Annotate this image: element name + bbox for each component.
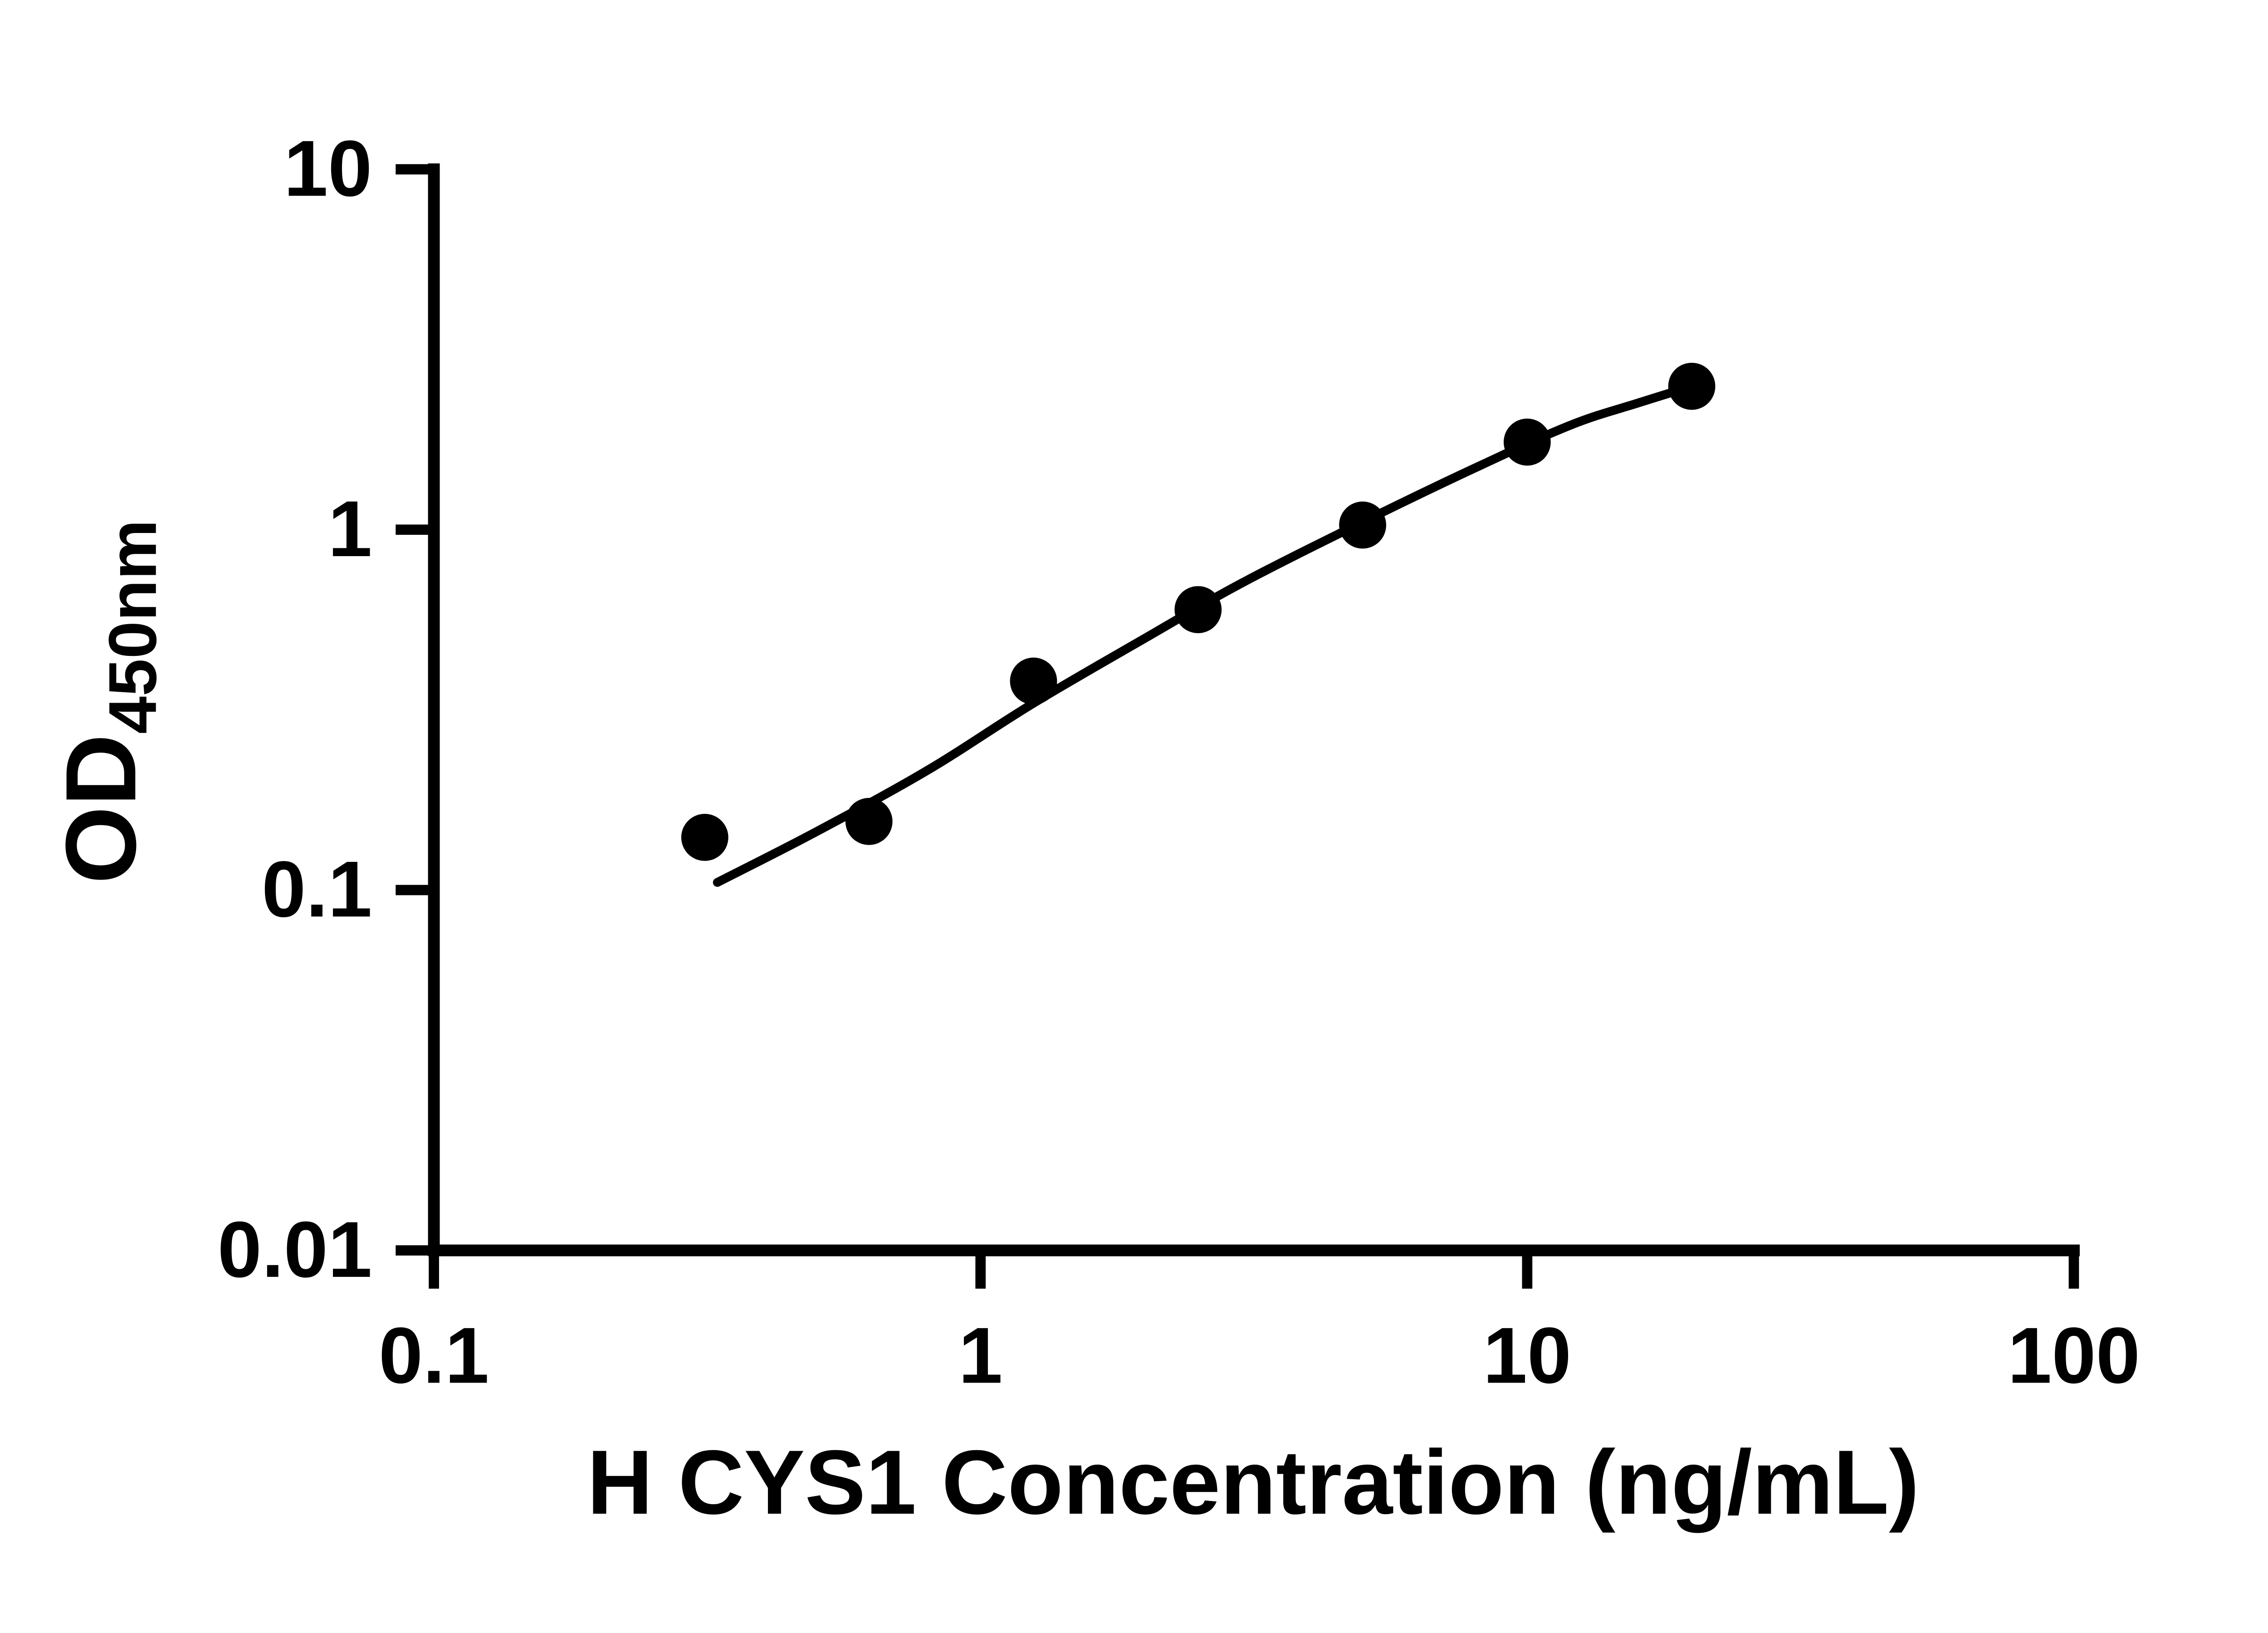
data-point-marker (1010, 657, 1057, 705)
y-axis-title-main: OD (44, 734, 156, 884)
data-point-marker (681, 814, 728, 861)
x-axis-tick-label: 1 (958, 1311, 1002, 1400)
y-axis-title-sub: 450nm (95, 519, 171, 734)
y-axis-tick-label: 0.1 (262, 845, 372, 934)
y-axis-tick-label: 0.01 (218, 1205, 372, 1294)
data-points (681, 362, 1716, 861)
data-point-marker (1174, 586, 1222, 633)
x-axis-tick-label: 100 (2008, 1311, 2140, 1400)
y-axis-tick-label: 10 (284, 124, 372, 213)
fit-curve-line (713, 381, 1696, 887)
y-axis-title: OD450nm (44, 519, 170, 884)
data-point-marker (1503, 418, 1551, 466)
y-axis-tick-label: 1 (328, 484, 372, 573)
data-point-marker (1339, 501, 1386, 549)
axes (428, 163, 2080, 1257)
x-axis-tick-label: 0.1 (379, 1311, 489, 1400)
x-axis-title: H CYS1 Concentration (ng/mL) (587, 1431, 1919, 1533)
data-point-marker (1668, 362, 1716, 410)
data-point-marker (845, 798, 893, 845)
x-axis-tick-label: 10 (1483, 1311, 1571, 1400)
fit-curve (713, 381, 1696, 887)
axis-ticks (396, 164, 2079, 1289)
